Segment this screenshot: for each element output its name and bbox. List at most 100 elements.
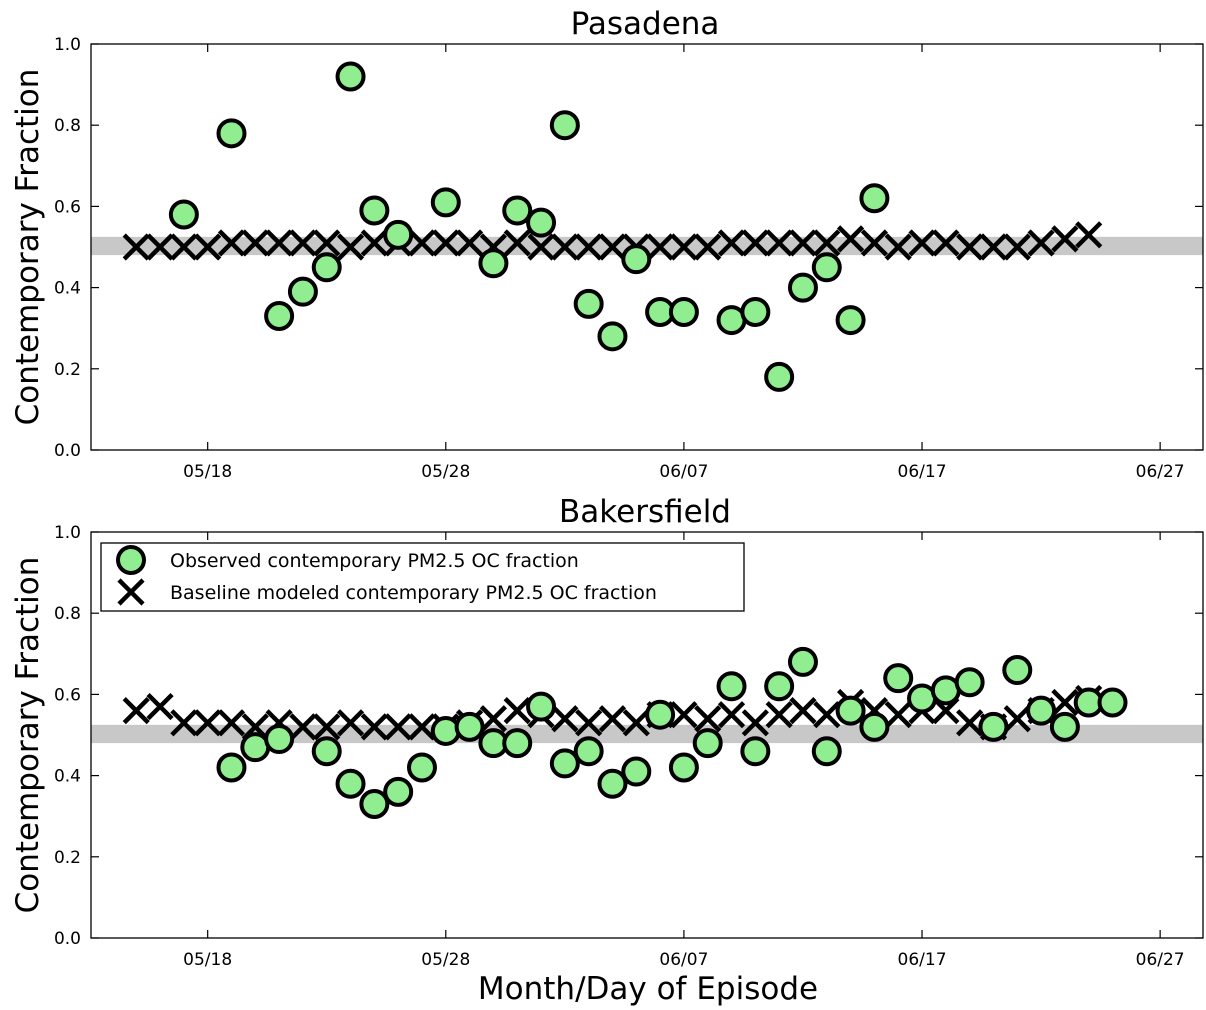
modeled-point: [146, 692, 174, 721]
observed-point: [1002, 655, 1033, 686]
modeled-point: [194, 233, 222, 261]
modeled-point: [694, 705, 722, 733]
modeled-point: [884, 233, 912, 261]
plot-frame: [90, 43, 1204, 451]
modeled-point: [551, 233, 579, 261]
observed-point: [406, 752, 437, 783]
y-tick-label: 0.6: [54, 197, 81, 217]
x-tick-label: 05/18: [183, 462, 232, 482]
modeled-point: [551, 705, 579, 733]
modeled-point: [336, 233, 365, 261]
modeled-point: [194, 709, 222, 737]
modeled-point: [717, 701, 746, 729]
modeled-point: [1027, 229, 1055, 257]
plot-frame: [90, 531, 1204, 939]
observed-point: [597, 321, 628, 352]
modeled-point: [432, 229, 460, 257]
legend-label: Baseline modeled contemporary PM2.5 OC f…: [170, 582, 657, 604]
y-tick-label: 0.2: [54, 848, 81, 868]
observed-point: [549, 110, 580, 141]
observed-point: [502, 195, 533, 226]
legend-label: Observed contemporary PM2.5 OC fraction: [170, 550, 579, 572]
modeled-point: [575, 709, 603, 737]
observed-point: [216, 752, 247, 783]
legend: Observed contemporary PM2.5 OC fraction B…: [100, 542, 745, 612]
observed-point: [645, 699, 676, 730]
modeled-point: [765, 701, 793, 729]
modeled-point: [836, 225, 865, 253]
modeled-point: [646, 233, 674, 261]
y-tick-label: 0.8: [54, 604, 81, 624]
modeled-point: [884, 701, 912, 729]
y-tick-label: 0.4: [54, 767, 81, 787]
modeled-point: [170, 709, 198, 737]
observed-point: [430, 187, 461, 218]
modeled-point: [670, 701, 698, 729]
y-tick-label: 0.0: [54, 929, 81, 949]
y-axis-label: Contemporary Fraction: [10, 69, 46, 426]
legend-box: [100, 542, 745, 612]
modeled-point: [336, 709, 365, 737]
modeled-point: [217, 229, 246, 257]
x-tick-label: 06/07: [659, 462, 708, 482]
observed-point: [287, 276, 318, 307]
observed-point: [621, 756, 652, 787]
legend-modeled-marker: [117, 578, 145, 606]
modeled-point: [360, 713, 388, 741]
modeled-point: [360, 229, 388, 257]
modeled-point: [408, 713, 436, 741]
modeled-point: [813, 229, 841, 257]
observed-point: [502, 728, 533, 759]
legend-observed-marker: [116, 545, 146, 575]
observed-point: [1049, 711, 1080, 742]
modeled-point: [813, 701, 841, 729]
observed-point: [954, 667, 985, 698]
y-axis-label: Contemporary Fraction: [10, 557, 46, 914]
modeled-point: [1075, 221, 1103, 249]
modeled-point: [1003, 233, 1031, 261]
x-tick-label: 05/18: [183, 950, 232, 970]
modeled-point: [622, 709, 650, 737]
modeled-point: [122, 233, 150, 261]
observed-point: [168, 199, 199, 230]
x-tick-label: 06/07: [659, 950, 708, 970]
x-axis-label: Month/Day of Episode: [478, 971, 818, 1007]
x-tick-label: 06/27: [1136, 950, 1185, 970]
modeled-point: [956, 233, 984, 261]
x-tick-label: 05/28: [421, 462, 470, 482]
observed-point: [526, 207, 557, 238]
modeled-point: [979, 233, 1008, 261]
modeled-point: [313, 713, 341, 741]
panel-title: Bakersfield: [559, 494, 731, 530]
observed-point: [668, 296, 699, 327]
modeled-point: [789, 229, 817, 257]
observed-point: [787, 646, 818, 677]
modeled-point: [1051, 688, 1079, 717]
modeled-point: [717, 229, 746, 257]
observed-point: [359, 195, 390, 226]
observed-point: [430, 715, 461, 746]
observed-point: [764, 671, 795, 702]
y-tick-label: 0.6: [54, 685, 81, 705]
x-tick-label: 06/17: [898, 950, 947, 970]
modeled-point: [241, 229, 269, 257]
modeled-point: [289, 229, 317, 257]
observed-point: [573, 736, 604, 767]
chart-panel-1: 0.0 0.2 0.4 0.6 0.8 1.0 05/18 05/28 06/07 06/17 06…: [10, 494, 1204, 1007]
observed-point: [764, 361, 795, 392]
modeled-point: [1003, 705, 1031, 733]
observed-point: [716, 671, 747, 702]
observed-point: [859, 711, 890, 742]
modeled-point: [956, 709, 984, 737]
observed-point: [454, 711, 485, 742]
modeled-point: [384, 713, 412, 741]
observed-point: [1097, 687, 1128, 718]
observed-point: [383, 219, 414, 250]
modeled-point: [932, 229, 960, 257]
modeled-point: [217, 709, 246, 737]
observed-point: [740, 296, 771, 327]
chart-panel-0: 0.0 0.2 0.4 0.6 0.8 1.0 05/18 05/28 06/07 06/17 06…: [10, 6, 1204, 482]
observed-point: [811, 736, 842, 767]
observed-point: [335, 61, 366, 92]
